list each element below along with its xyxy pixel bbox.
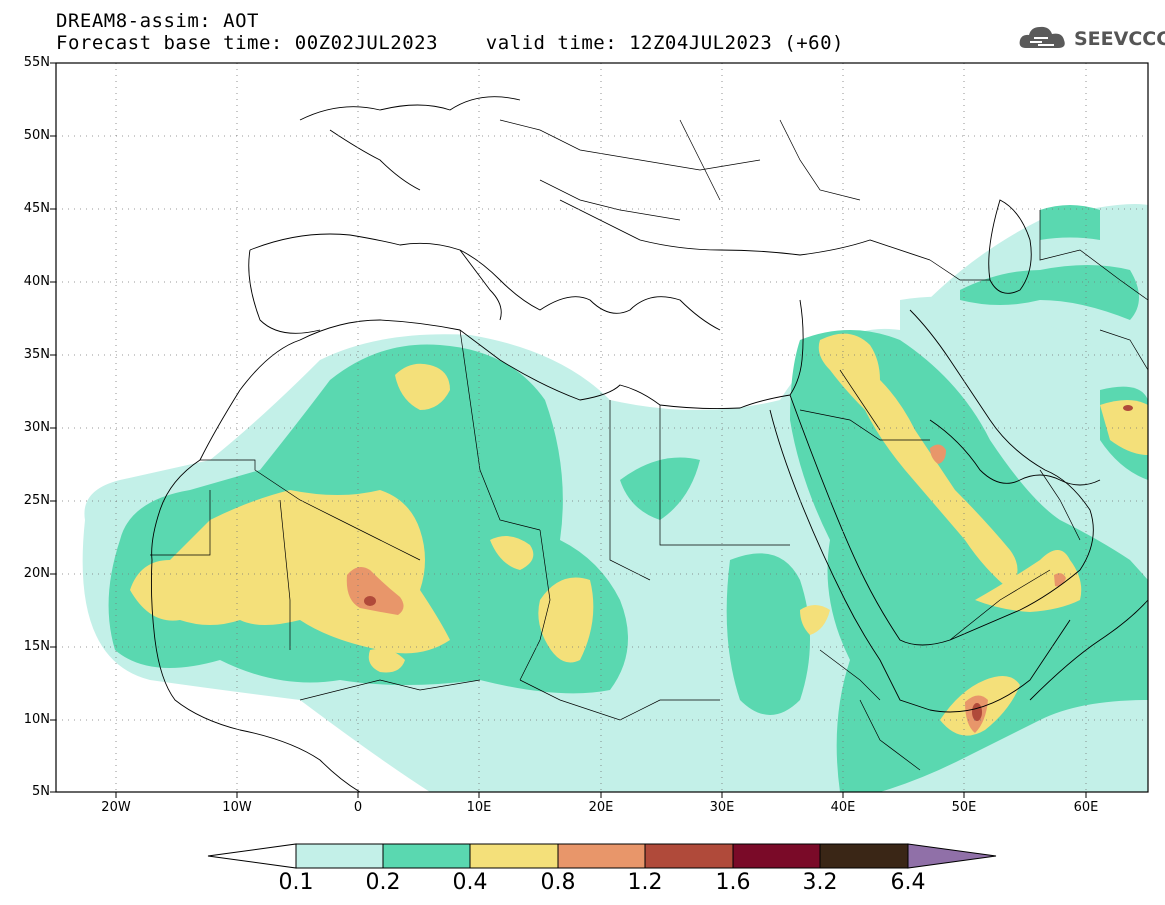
colorbar-label: 0.4 [452, 870, 488, 895]
lat-label: 40N [23, 274, 50, 289]
colorbar [207, 843, 997, 869]
seevccc-logo: SEEVCCC [1018, 22, 1165, 56]
lon-label: 20W [101, 800, 131, 815]
lon-label: 60E [1073, 800, 1099, 815]
colorbar-bin-0.8-1.2 [557, 843, 646, 869]
lat-label: 15N [23, 639, 50, 654]
colorbar-bin-1.2-1.6 [644, 843, 734, 869]
lon-label: 10W [222, 800, 252, 815]
colorbar-label: 0.1 [278, 870, 314, 895]
logo-text: SEEVCCC [1074, 28, 1165, 50]
lat-label: 45N [23, 201, 50, 216]
colorbar-high-arrow [907, 843, 997, 869]
lat-label: 50N [23, 128, 50, 143]
map-title: DREAM8-assim: AOT [56, 10, 259, 32]
cloud-icon [1019, 26, 1065, 48]
lat-label: 5N [32, 784, 50, 799]
lon-label: 10E [466, 800, 492, 815]
aot-field [56, 63, 1148, 792]
colorbar-bin-0.4-0.8 [469, 843, 559, 869]
lat-label: 35N [23, 347, 50, 362]
axis-ticks [50, 62, 1087, 798]
colorbar-bin-3.2-6.4 [819, 843, 909, 869]
lon-label: 40E [830, 800, 856, 815]
map-subtitle: Forecast base time: 00Z02JUL2023 valid t… [56, 32, 844, 54]
gridlines [56, 63, 1148, 792]
lat-label: 25N [23, 493, 50, 508]
lat-label: 20N [23, 566, 50, 581]
colorbar-label: 1.2 [627, 870, 663, 895]
lon-label: 50E [951, 800, 977, 815]
coastlines [150, 96, 1148, 792]
colorbar-label: 1.6 [715, 870, 751, 895]
colorbar-label: 0.2 [365, 870, 401, 895]
country-borders [150, 119, 1148, 771]
colorbar-bin-1.6-3.2 [732, 843, 821, 869]
lon-label: 0 [353, 800, 363, 815]
colorbar-label: 3.2 [802, 870, 838, 895]
colorbar-label: 6.4 [890, 870, 926, 895]
lat-label: 30N [23, 420, 50, 435]
colorbar-bin-0.2-0.4 [382, 843, 471, 869]
colorbar-bin-0.1-0.2 [295, 843, 384, 869]
lat-label: 55N [23, 55, 50, 70]
colorbar-label: 0.8 [540, 870, 576, 895]
lon-label: 30E [709, 800, 735, 815]
lon-label: 20E [588, 800, 614, 815]
lat-label: 10N [23, 712, 50, 727]
colorbar-low-arrow [207, 843, 297, 869]
aot-level-0.4 [130, 333, 1148, 736]
